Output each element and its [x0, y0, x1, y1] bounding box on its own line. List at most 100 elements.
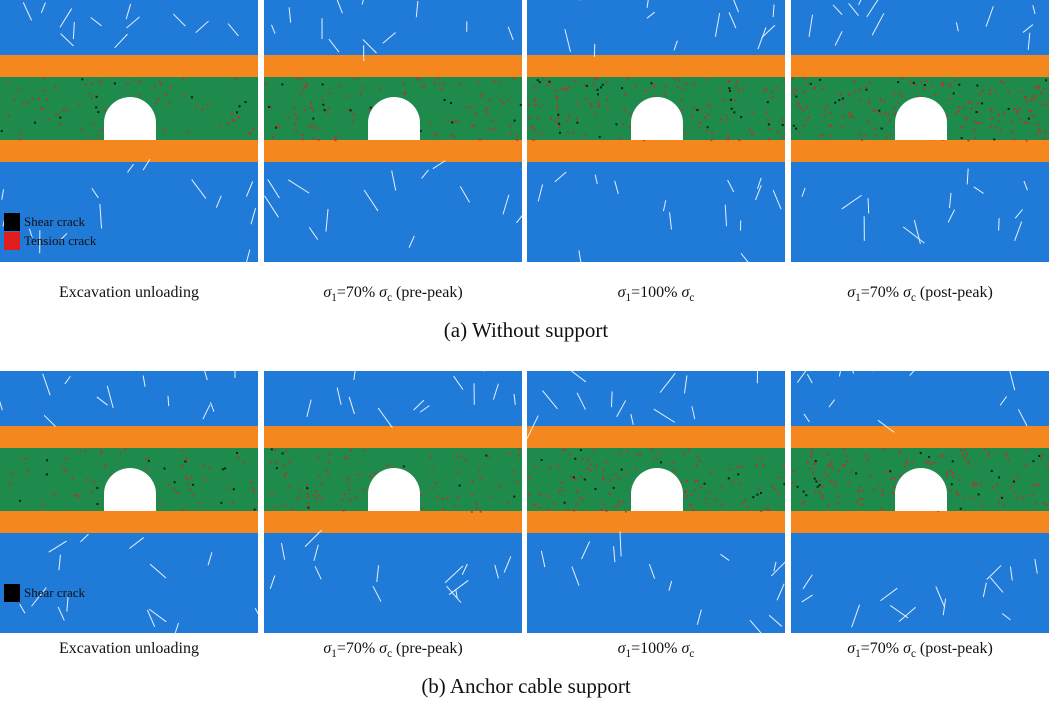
crack-mark	[826, 474, 829, 477]
joint-line	[648, 563, 656, 579]
crack-mark	[86, 478, 89, 481]
crack-mark	[1015, 109, 1018, 112]
joint-line	[267, 179, 280, 199]
joint-line	[271, 24, 276, 34]
crack-mark	[725, 114, 728, 117]
joint-line	[91, 187, 99, 199]
crack-mark	[1025, 139, 1028, 142]
caption-a-2: σ1=70% σc (pre-peak)	[323, 284, 463, 305]
crack-mark	[475, 507, 478, 510]
crack-mark	[1002, 504, 1005, 507]
crack-mark	[19, 499, 22, 502]
crack-mark	[287, 116, 290, 119]
crack-mark	[24, 457, 27, 460]
crack-mark	[882, 448, 885, 451]
crack-mark	[466, 105, 469, 108]
crack-mark	[46, 98, 49, 101]
crack-mark	[606, 81, 609, 84]
crack-mark	[602, 503, 605, 506]
crack-mark	[755, 464, 758, 467]
crack-mark	[683, 452, 686, 455]
crack-mark	[860, 504, 863, 507]
joint-line	[90, 17, 102, 27]
crack-mark	[923, 84, 926, 87]
crack-mark	[543, 78, 546, 81]
joint-line	[720, 553, 730, 561]
crack-mark	[574, 457, 577, 460]
crack-mark	[1000, 80, 1003, 83]
joint-line	[828, 399, 836, 408]
crack-mark	[797, 102, 800, 105]
joint-line	[724, 204, 727, 227]
crack-mark	[1038, 130, 1041, 133]
crack-mark	[798, 132, 801, 135]
crack-mark	[202, 464, 205, 467]
crack-mark	[72, 476, 75, 479]
crack-mark	[920, 81, 923, 84]
crack-mark	[858, 486, 861, 489]
crack-mark	[181, 509, 184, 512]
crack-mark	[734, 99, 737, 102]
crack-mark	[500, 99, 503, 102]
joint-line	[106, 385, 114, 409]
crack-mark	[777, 130, 780, 133]
crack-mark	[447, 119, 450, 122]
crack-mark	[479, 510, 482, 513]
joint-line	[64, 375, 71, 385]
crack-mark	[990, 117, 993, 120]
joint-line	[336, 0, 343, 14]
crack-mark	[220, 501, 223, 504]
crack-mark	[349, 449, 352, 452]
crack-mark	[942, 82, 945, 85]
crack-mark	[729, 98, 732, 101]
crack-mark	[706, 78, 709, 81]
crack-mark	[814, 460, 817, 463]
crack-mark	[322, 103, 325, 106]
crack-mark	[459, 455, 462, 458]
crack-mark	[487, 455, 490, 458]
rock-model-svg	[0, 0, 258, 262]
crack-mark	[977, 493, 980, 496]
crack-mark	[528, 116, 531, 119]
crack-mark	[756, 493, 759, 496]
crack-mark	[791, 481, 794, 484]
joint-line	[801, 594, 813, 603]
crack-mark	[1034, 502, 1037, 505]
crack-mark	[990, 108, 993, 111]
crack-mark	[990, 125, 993, 128]
crack-mark	[185, 457, 188, 460]
crack-mark	[799, 106, 802, 109]
crack-mark	[1037, 483, 1040, 486]
crack-mark	[737, 473, 740, 476]
crack-mark	[594, 487, 597, 490]
crack-mark	[859, 88, 862, 91]
crack-mark	[80, 128, 83, 131]
crack-mark	[1007, 91, 1010, 94]
crack-mark	[431, 468, 434, 471]
crack-mark	[41, 504, 44, 507]
crack-mark	[827, 504, 830, 507]
crack-mark	[836, 502, 839, 505]
crack-mark	[893, 486, 896, 489]
crack-mark	[518, 448, 521, 451]
crack-mark	[590, 103, 593, 106]
crack-mark	[843, 464, 846, 467]
crack-mark	[548, 80, 551, 83]
crack-mark	[132, 79, 135, 82]
crack-mark	[768, 138, 771, 141]
crack-mark	[1004, 452, 1007, 455]
rock-model-svg	[0, 371, 258, 633]
crack-mark	[673, 469, 676, 472]
panel-b-1	[0, 371, 258, 633]
crack-mark	[506, 501, 509, 504]
crack-mark	[244, 101, 247, 104]
crack-mark	[853, 90, 856, 93]
crack-mark	[516, 134, 519, 137]
legend-a: Shear crack Tension crack	[4, 212, 96, 250]
crack-mark	[596, 77, 599, 80]
crack-mark	[513, 495, 516, 498]
crack-mark	[964, 456, 967, 459]
crack-mark	[722, 98, 725, 101]
crack-mark	[565, 88, 568, 91]
tunnel-opening	[368, 468, 420, 511]
